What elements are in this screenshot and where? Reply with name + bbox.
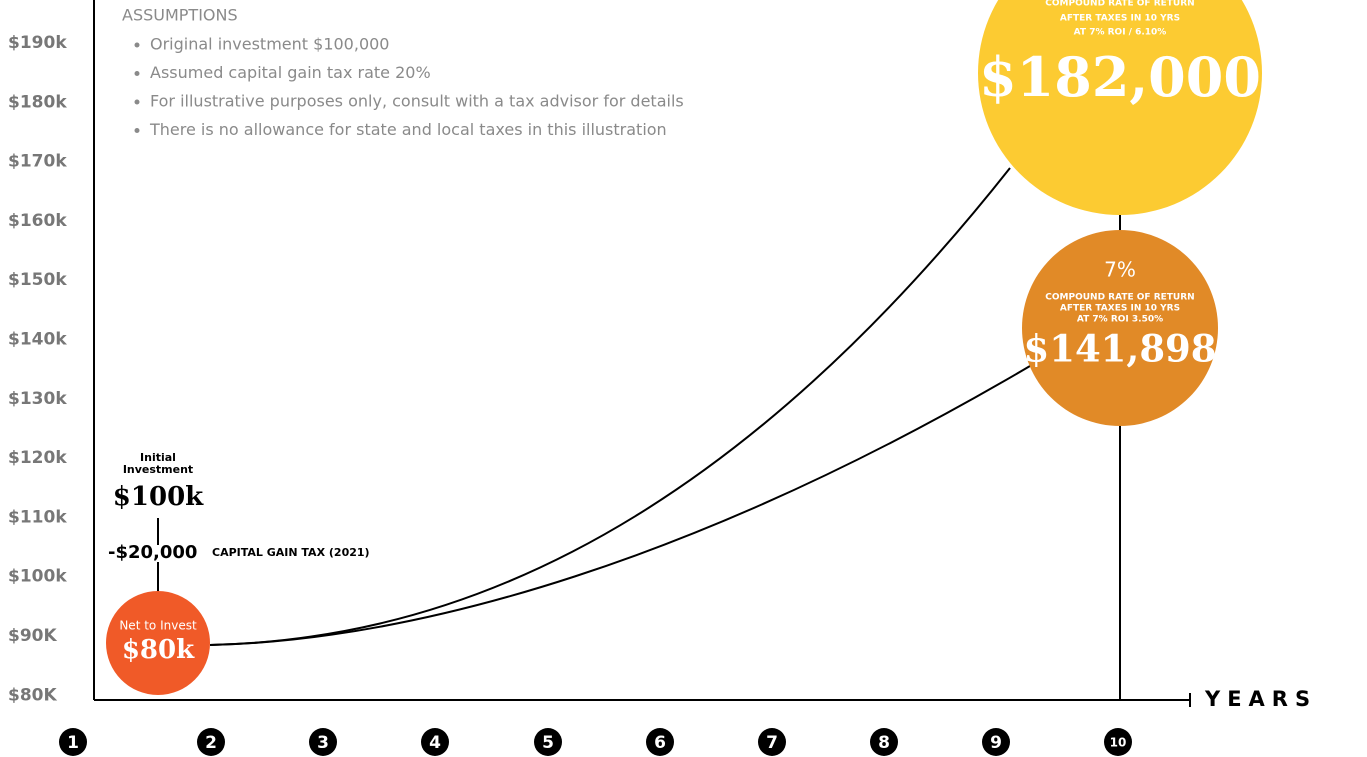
year-label: 5	[542, 733, 554, 753]
y-tick-label: $80K	[8, 685, 57, 705]
bubble-text: COMPOUND RATE OF RETURN	[1045, 0, 1194, 9]
bubble-text: AT 7% ROI / 6.10%	[1074, 28, 1167, 38]
bubble-rate: 7%	[1104, 258, 1136, 282]
year-label: 2	[205, 733, 217, 753]
y-tick-label: $160k	[8, 211, 67, 231]
net-bubble	[106, 591, 210, 695]
assumption: Assumed capital gain tax rate 20%	[150, 63, 431, 82]
year-label: 10	[1110, 736, 1127, 750]
year-label: 9	[990, 733, 1002, 753]
y-tick-label: $120k	[8, 448, 67, 468]
year-badge	[59, 728, 87, 756]
initial-label: Investment	[123, 463, 193, 476]
y-tick-label: $150k	[8, 270, 67, 290]
year-badge	[421, 728, 449, 756]
high-bubble	[978, 0, 1262, 215]
y-tick-label: $110k	[8, 507, 67, 527]
low-bubble	[1022, 230, 1218, 426]
bubble-amount: $141,898	[1023, 327, 1216, 371]
assumptions-title: ASSUMPTIONS	[122, 6, 238, 25]
year-label: 4	[429, 733, 441, 753]
y-tick-label: $100k	[8, 567, 67, 587]
y-tick-label: $130k	[8, 389, 67, 409]
net-label: Net to Invest	[119, 619, 197, 633]
bullet	[134, 128, 140, 133]
y-tick-label: $140k	[8, 330, 67, 350]
year-badge	[646, 728, 674, 756]
x-axis-label: YEARS	[1204, 687, 1317, 711]
y-tick-label: $170k	[8, 152, 67, 172]
year-label: 8	[878, 733, 890, 753]
initial-amount: $100k	[113, 482, 204, 512]
bubble-amount: $182,000	[979, 45, 1261, 109]
year-label: 6	[654, 733, 666, 753]
bubble-text: AT 7% ROI 3.50%	[1077, 315, 1163, 325]
bubble-text: AFTER TAXES IN 10 YRS	[1060, 304, 1180, 314]
bullet	[134, 99, 140, 105]
bubble-text: COMPOUND RATE OF RETURN	[1045, 293, 1194, 303]
year-badge	[870, 728, 898, 756]
year-badge	[197, 728, 225, 756]
curve-high	[209, 167, 1011, 646]
bullet	[134, 42, 140, 48]
year-label: 1	[67, 733, 79, 753]
assumption: There is no allowance for state and loca…	[149, 120, 667, 139]
year-badge	[534, 728, 562, 756]
tax-label: CAPITAL GAIN TAX (2021)	[212, 546, 370, 559]
tax-amount: -$20,000	[108, 542, 197, 563]
year-label: 3	[317, 733, 329, 753]
year-badge	[1104, 728, 1132, 756]
assumption: For illustrative purposes only, consult …	[150, 92, 684, 111]
curve-low	[209, 365, 1031, 646]
year-badge	[758, 728, 786, 756]
y-tick-label: $180k	[8, 92, 67, 112]
year-badge	[982, 728, 1010, 756]
net-amount: $80k	[122, 635, 195, 665]
year-label: 7	[766, 733, 778, 753]
bullet	[134, 71, 140, 76]
y-tick-label: $90K	[8, 626, 57, 646]
bubble-text: AFTER TAXES IN 10 YRS	[1060, 14, 1180, 24]
year-badge	[309, 728, 337, 756]
y-tick-label: $190k	[8, 33, 67, 53]
assumption: Original investment $100,000	[150, 35, 389, 54]
initial-label: Initial	[140, 451, 176, 464]
